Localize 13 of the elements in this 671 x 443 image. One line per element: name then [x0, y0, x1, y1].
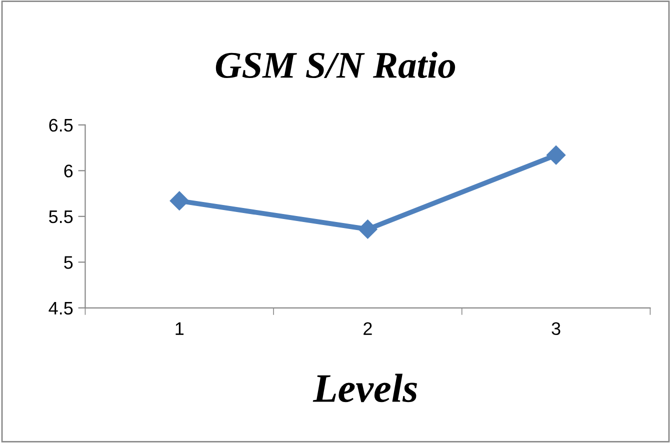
- x-axis-title: Levels: [312, 374, 418, 402]
- chart-title: GSM S/N Ratio: [216, 52, 456, 78]
- x-tick-label: 2: [364, 322, 372, 335]
- x-tick-label: 3: [552, 322, 560, 336]
- y-tick-label: 6: [64, 164, 73, 178]
- x-tick-label: 1: [176, 322, 184, 335]
- y-tick-label: 5.5: [49, 210, 73, 224]
- point: [546, 146, 566, 165]
- y-tick-label: 4.5: [48, 302, 73, 315]
- point: [358, 220, 378, 239]
- point: [170, 191, 189, 210]
- y-tick-label: 5: [64, 256, 73, 269]
- y-tick-label: 6.5: [49, 118, 73, 132]
